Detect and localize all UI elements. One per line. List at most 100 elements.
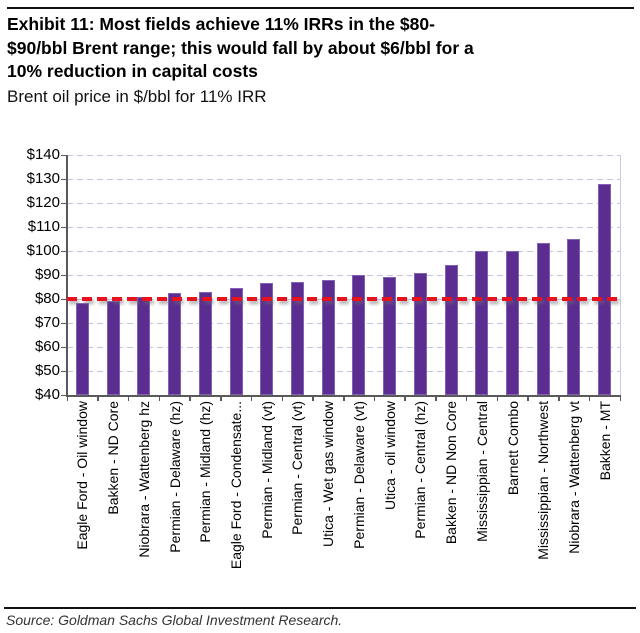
bar <box>598 183 612 395</box>
gridline <box>67 203 620 204</box>
bar <box>321 279 335 395</box>
y-axis-label: $80 <box>34 290 60 307</box>
y-axis-label: $90 <box>34 266 60 283</box>
x-axis-label-text: Barnett Combo <box>504 401 521 496</box>
x-axis-label-text: Eagle Ford - Condensate... <box>228 401 244 570</box>
threshold-line <box>67 297 620 301</box>
x-tick <box>496 397 499 401</box>
x-axis-label: Bakken - MT <box>597 401 613 596</box>
x-axis-label: Permian - Midland (hz) <box>197 401 213 596</box>
x-tick <box>619 397 621 401</box>
x-axis-label: Mississippian - Northwest <box>535 401 551 596</box>
x-tick <box>558 397 560 401</box>
exhibit-title-line-2: $90/bbl Brent range; this would fall by … <box>7 37 474 58</box>
bar <box>229 288 243 395</box>
gridline <box>67 323 620 324</box>
y-tick <box>61 346 66 348</box>
plot-right-border <box>620 155 621 395</box>
x-axis-label-text: Permian - Midland (hz) <box>197 401 214 543</box>
bar <box>168 293 181 395</box>
x-axis-label: Permian - Midland (vt) <box>259 401 275 596</box>
bar <box>506 251 519 395</box>
x-tick <box>527 397 529 401</box>
x-axis-label-text: Utica - Wet gas window <box>320 401 337 548</box>
y-axis-label: $120 <box>26 194 60 211</box>
y-axis-label: $110 <box>27 218 60 235</box>
bar <box>536 242 550 395</box>
x-axis-label-text: Niobrara - Wattenberg hz <box>135 401 152 558</box>
x-axis-label-text: Permian - Central (vt) <box>289 401 306 535</box>
x-axis <box>65 395 621 397</box>
bar <box>444 265 458 395</box>
bar <box>75 302 89 395</box>
y-axis-label: $140 <box>26 146 60 163</box>
y-axis-label: $50 <box>34 362 60 379</box>
top-divider <box>7 7 634 9</box>
gridline <box>67 371 620 372</box>
exhibit-title-line-1: Exhibit 11: Most fields achieve 11% IRRs… <box>7 14 435 34</box>
exhibit-title: Exhibit 11: Most fields achieve 11% IRRs… <box>7 13 635 84</box>
y-tick <box>61 250 66 252</box>
y-axis-label: $40 <box>34 386 60 403</box>
chart-subtitle: Brent oil price in $/bbl for 11% IRR <box>7 87 267 106</box>
bar <box>106 301 120 395</box>
bar <box>413 272 427 395</box>
x-axis-label: Permian - Delaware (vt) <box>351 401 367 596</box>
x-axis-label-text: Mississippian - Central <box>473 401 490 542</box>
y-tick <box>61 322 66 324</box>
x-axis-label-text: Permian - Delaware (vt) <box>350 401 367 549</box>
x-tick <box>465 397 468 401</box>
exhibit-title-line-3: 10% reduction in capital costs <box>7 61 258 81</box>
x-axis-label-text: Permian - Delaware (hz) <box>166 401 183 553</box>
x-axis-label: Permian - Central (vt) <box>289 401 305 596</box>
bar <box>290 282 304 395</box>
x-axis-label-text: Eagle Ford - Oil window <box>74 401 91 550</box>
bar <box>567 239 581 395</box>
bar <box>198 291 212 395</box>
x-axis-label: Bakken - ND Core <box>105 401 121 596</box>
gridline <box>67 251 620 252</box>
y-tick <box>61 154 66 156</box>
x-axis-label: Eagle Ford - Oil window <box>74 401 90 596</box>
y-axis <box>65 155 68 396</box>
x-axis-label: Permian - Central (hz) <box>412 401 428 596</box>
y-tick <box>61 226 66 228</box>
y-tick <box>61 274 66 276</box>
x-axis-label-text: Bakken - ND Core <box>105 401 122 515</box>
y-axis-label: $130 <box>26 170 60 187</box>
y-tick <box>61 202 66 204</box>
y-axis-label: $100 <box>26 242 60 259</box>
x-axis-label-text: Bakken - ND Non Core <box>443 401 459 545</box>
bar <box>383 277 397 395</box>
x-axis-label: Permian - Delaware (hz) <box>167 401 183 596</box>
x-tick <box>189 397 191 401</box>
bar <box>260 283 274 395</box>
y-axis-label: $60 <box>34 338 60 355</box>
x-axis-label: Bakken - ND Non Core <box>443 401 459 596</box>
gridline <box>67 347 620 348</box>
x-axis-label-text: Permian - Central (hz) <box>412 401 429 539</box>
y-tick <box>61 178 66 180</box>
x-tick <box>127 397 130 401</box>
gridline <box>67 179 620 180</box>
bottom-divider <box>4 607 636 609</box>
x-tick <box>312 397 314 401</box>
x-tick <box>97 397 99 401</box>
x-axis-label: Eagle Ford - Condensate... <box>228 401 244 596</box>
x-tick <box>435 397 437 401</box>
x-axis-label: Utica - Wet gas window <box>320 401 336 596</box>
x-axis-label-text: Niobrara - Wattenberg vt <box>565 401 582 554</box>
x-tick <box>66 397 68 401</box>
x-tick <box>281 397 284 401</box>
x-axis-label: Niobrara - Wattenberg vt <box>566 401 582 596</box>
x-axis-label: Utica - oil window <box>382 401 398 596</box>
y-tick <box>61 394 66 396</box>
x-tick <box>404 397 406 401</box>
x-tick <box>588 397 591 401</box>
x-axis-label-text: Utica - oil window <box>381 401 398 510</box>
x-tick <box>373 397 376 401</box>
x-axis-label-text: Permian - Midland (vt) <box>258 401 275 539</box>
x-tick <box>343 397 345 401</box>
